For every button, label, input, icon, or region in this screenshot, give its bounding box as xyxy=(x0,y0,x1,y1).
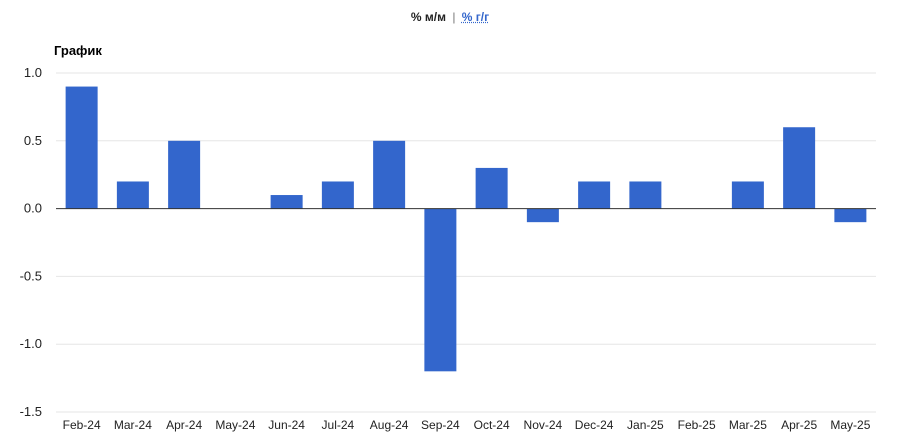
bar xyxy=(270,195,303,209)
x-tick-label: Feb-24 xyxy=(63,418,101,432)
mode-yoy-link[interactable]: % г/г xyxy=(461,10,490,24)
period-toggle: % м/м | % г/г xyxy=(0,10,900,24)
y-tick-label: -1.0 xyxy=(20,336,42,351)
bar xyxy=(834,208,867,223)
bar xyxy=(578,181,611,209)
y-axis-ticks: 1.0 0.5 0.0 -0.5 -1.0 -1.5 xyxy=(20,65,42,419)
x-tick-label: Aug-24 xyxy=(370,418,409,432)
bar xyxy=(65,86,98,209)
x-tick-label: Apr-24 xyxy=(166,418,202,432)
x-tick-label: Dec-24 xyxy=(575,418,614,432)
y-tick-label: 0.0 xyxy=(24,201,42,216)
mode-separator: | xyxy=(452,10,456,24)
y-tick-label: -0.5 xyxy=(20,268,42,283)
x-tick-label: Nov-24 xyxy=(524,418,563,432)
mode-mom-label: % м/м xyxy=(410,10,446,24)
bar xyxy=(373,140,406,209)
bar xyxy=(629,181,662,209)
bar xyxy=(168,140,201,209)
x-tick-label: Apr-25 xyxy=(781,418,817,432)
x-tick-label: Oct-24 xyxy=(474,418,510,432)
x-tick-label: Feb-25 xyxy=(678,418,716,432)
x-tick-label: Jan-25 xyxy=(627,418,664,432)
y-tick-label: 1.0 xyxy=(24,65,42,80)
bar xyxy=(475,167,508,209)
bar xyxy=(116,181,149,209)
x-tick-label: Jun-24 xyxy=(268,418,305,432)
chart-title: График xyxy=(54,43,102,58)
x-tick-label: May-25 xyxy=(830,418,870,432)
x-tick-label: May-24 xyxy=(215,418,255,432)
bar xyxy=(783,127,816,209)
bar xyxy=(321,181,354,209)
x-axis-ticks: Feb-24 Mar-24 Apr-24 May-24 Jun-24 Jul-24 Aug-… xyxy=(63,418,871,432)
grid-lines xyxy=(56,72,876,413)
bars xyxy=(65,86,867,372)
bar xyxy=(731,181,764,209)
x-tick-label: Mar-25 xyxy=(729,418,767,432)
y-tick-label: 0.5 xyxy=(24,133,42,148)
bar xyxy=(424,208,457,372)
x-tick-label: Sep-24 xyxy=(421,418,460,432)
x-tick-label: Jul-24 xyxy=(322,418,355,432)
bar xyxy=(526,208,559,223)
x-tick-label: Mar-24 xyxy=(114,418,152,432)
y-tick-label: -1.5 xyxy=(20,404,42,419)
